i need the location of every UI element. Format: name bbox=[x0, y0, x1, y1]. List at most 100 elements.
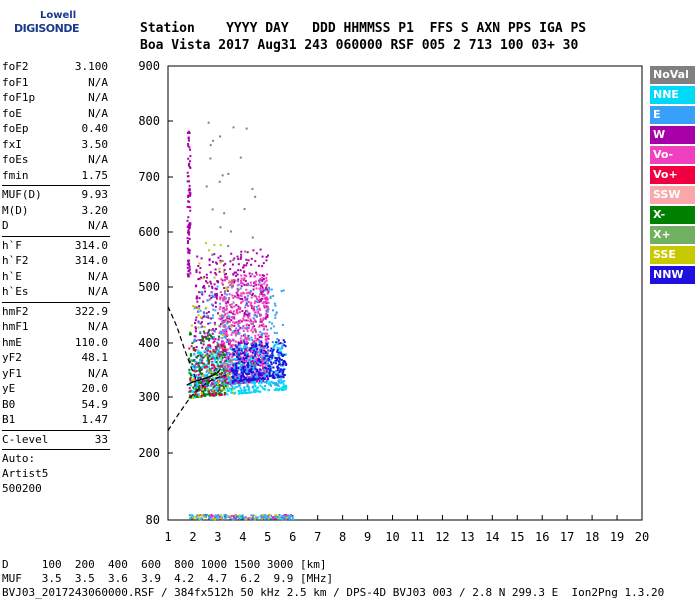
data-point bbox=[193, 360, 196, 363]
header-line-values: Boa Vista 2017 Aug31 243 060000 RSF 005 … bbox=[140, 38, 579, 53]
data-point bbox=[270, 347, 273, 350]
data-point bbox=[251, 386, 254, 389]
param-row: foF2 3.100 bbox=[2, 60, 110, 76]
x-tick-label: 2 bbox=[189, 530, 196, 544]
data-point bbox=[243, 345, 246, 348]
data-point bbox=[228, 341, 231, 344]
data-point bbox=[198, 388, 201, 391]
data-point bbox=[260, 377, 263, 380]
data-point bbox=[222, 345, 225, 348]
data-point bbox=[203, 326, 206, 329]
data-point bbox=[275, 383, 278, 386]
low-echo-point bbox=[252, 517, 255, 520]
data-point bbox=[201, 382, 204, 385]
data-point bbox=[272, 354, 275, 357]
low-echo-point bbox=[250, 514, 253, 517]
data-point bbox=[198, 376, 201, 379]
data-point bbox=[279, 359, 282, 362]
data-point bbox=[266, 314, 269, 317]
data-point bbox=[255, 300, 258, 303]
data-point bbox=[222, 264, 225, 267]
data-point bbox=[197, 310, 200, 313]
data-point bbox=[218, 355, 221, 358]
data-point bbox=[248, 349, 251, 352]
data-point bbox=[207, 121, 210, 124]
data-point bbox=[218, 308, 221, 311]
data-point bbox=[232, 321, 235, 324]
param-row: hmF2 322.9 bbox=[2, 305, 110, 321]
data-point bbox=[257, 371, 260, 374]
data-point bbox=[208, 392, 211, 395]
data-point bbox=[204, 374, 207, 377]
data-point bbox=[213, 244, 216, 247]
data-point bbox=[199, 372, 202, 375]
data-point bbox=[254, 300, 257, 303]
low-echo-point bbox=[276, 516, 279, 519]
data-point bbox=[239, 326, 242, 329]
low-echo-point bbox=[254, 515, 257, 518]
data-point bbox=[277, 363, 280, 366]
data-point bbox=[190, 374, 193, 377]
footer-file-line: BVJ03_2017243060000.RSF / 384fx512h 50 k… bbox=[2, 586, 665, 599]
low-echo-point bbox=[281, 518, 284, 521]
vertical-trace-point bbox=[189, 223, 192, 226]
data-point bbox=[239, 257, 242, 260]
data-point bbox=[258, 379, 261, 382]
data-point bbox=[238, 328, 241, 331]
data-point bbox=[257, 374, 260, 377]
data-point bbox=[215, 361, 218, 364]
data-point bbox=[194, 348, 197, 351]
data-point bbox=[237, 263, 240, 266]
data-point bbox=[264, 335, 267, 338]
data-point bbox=[233, 352, 236, 355]
x-tick-label: 11 bbox=[410, 530, 424, 544]
low-echo-point bbox=[204, 514, 207, 517]
data-point bbox=[199, 380, 202, 383]
data-point bbox=[237, 305, 240, 308]
data-point bbox=[240, 277, 243, 280]
data-point bbox=[230, 366, 233, 369]
data-point bbox=[216, 280, 219, 283]
data-point bbox=[251, 372, 254, 375]
data-point bbox=[263, 357, 266, 360]
data-point bbox=[233, 271, 236, 274]
data-point bbox=[245, 361, 248, 364]
data-point bbox=[204, 385, 207, 388]
data-point bbox=[224, 350, 227, 353]
data-point bbox=[240, 349, 243, 352]
vertical-trace-point bbox=[188, 162, 191, 165]
data-point bbox=[205, 273, 208, 276]
data-point bbox=[226, 277, 229, 280]
data-point bbox=[208, 333, 211, 336]
data-point bbox=[226, 362, 229, 365]
data-point bbox=[197, 338, 200, 341]
data-point bbox=[216, 383, 219, 386]
profile-curve bbox=[186, 368, 221, 386]
data-point bbox=[249, 379, 252, 382]
data-point bbox=[221, 283, 224, 286]
data-point bbox=[249, 320, 252, 323]
data-point bbox=[228, 380, 231, 383]
data-point bbox=[282, 364, 285, 367]
data-point bbox=[257, 333, 260, 336]
data-point bbox=[211, 388, 214, 391]
data-point bbox=[256, 350, 259, 353]
data-point bbox=[232, 283, 235, 286]
data-point bbox=[242, 266, 245, 269]
data-point bbox=[192, 305, 195, 308]
param-row: hmF1 N/A bbox=[2, 320, 110, 336]
data-point bbox=[237, 350, 240, 353]
data-point bbox=[271, 382, 274, 385]
data-point bbox=[191, 396, 194, 399]
data-point bbox=[229, 380, 232, 383]
data-point bbox=[237, 357, 240, 360]
data-point bbox=[278, 350, 281, 353]
data-point bbox=[240, 335, 243, 338]
data-point bbox=[215, 389, 218, 392]
vertical-trace-point bbox=[187, 216, 190, 219]
data-point bbox=[271, 354, 274, 357]
data-point bbox=[192, 347, 195, 350]
vertical-trace-point bbox=[188, 237, 191, 240]
data-point bbox=[235, 386, 238, 389]
data-point bbox=[213, 357, 216, 360]
